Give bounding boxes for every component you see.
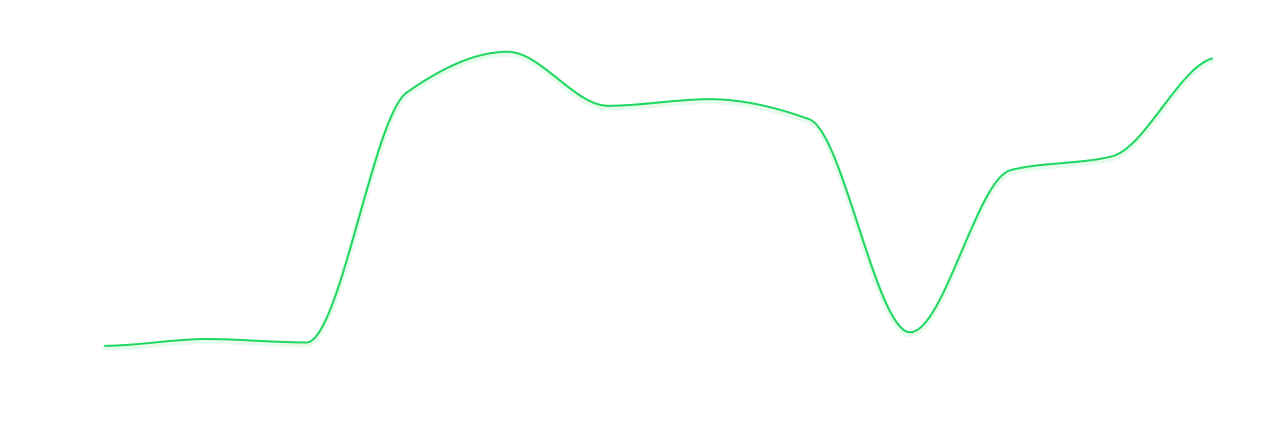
series-line-shadow (102, 50, 1215, 351)
series-group (102, 50, 1215, 351)
series-line (104, 50, 1213, 347)
